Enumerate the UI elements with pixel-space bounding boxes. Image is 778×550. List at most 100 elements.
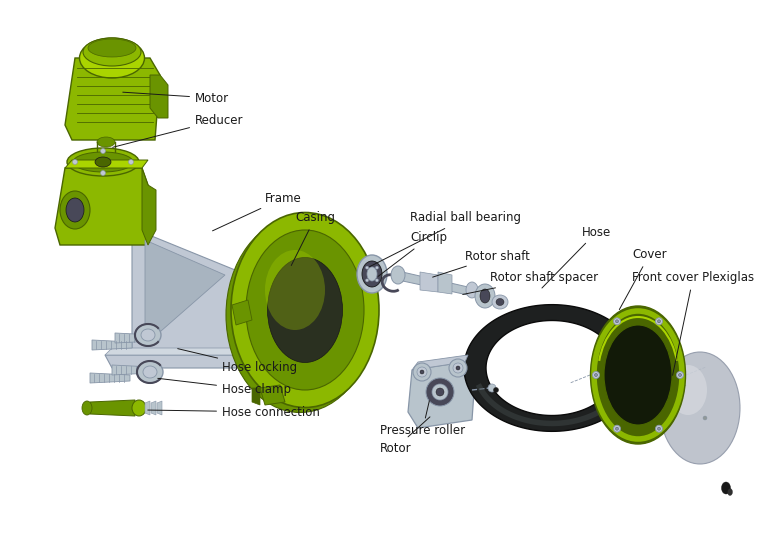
Ellipse shape xyxy=(143,366,157,378)
Ellipse shape xyxy=(677,371,684,378)
Polygon shape xyxy=(398,271,468,295)
Ellipse shape xyxy=(362,261,382,287)
Ellipse shape xyxy=(376,279,378,282)
Ellipse shape xyxy=(456,366,460,370)
Ellipse shape xyxy=(660,352,740,464)
Polygon shape xyxy=(132,228,240,358)
Ellipse shape xyxy=(367,267,377,281)
Polygon shape xyxy=(464,305,639,431)
Text: Radial ball bearing: Radial ball bearing xyxy=(370,212,521,267)
Ellipse shape xyxy=(128,160,134,164)
Ellipse shape xyxy=(141,329,155,341)
Text: Front cover Plexiglas: Front cover Plexiglas xyxy=(632,272,754,375)
Text: Reducer: Reducer xyxy=(113,113,244,147)
Ellipse shape xyxy=(246,230,364,390)
Ellipse shape xyxy=(79,38,145,78)
Polygon shape xyxy=(412,355,468,370)
Ellipse shape xyxy=(436,388,444,396)
Ellipse shape xyxy=(669,365,707,415)
Text: Pressure roller: Pressure roller xyxy=(380,401,465,437)
Polygon shape xyxy=(145,240,225,345)
Ellipse shape xyxy=(449,359,467,377)
Polygon shape xyxy=(151,401,156,415)
Polygon shape xyxy=(408,362,475,428)
Ellipse shape xyxy=(475,284,495,308)
Ellipse shape xyxy=(231,212,379,408)
Polygon shape xyxy=(157,401,162,415)
Ellipse shape xyxy=(366,279,369,282)
Polygon shape xyxy=(65,58,160,140)
Polygon shape xyxy=(150,75,168,118)
Ellipse shape xyxy=(60,191,90,229)
Polygon shape xyxy=(260,385,285,405)
Ellipse shape xyxy=(493,388,499,393)
Ellipse shape xyxy=(615,427,619,430)
Ellipse shape xyxy=(614,425,621,432)
Ellipse shape xyxy=(376,266,378,269)
Ellipse shape xyxy=(67,148,139,176)
Ellipse shape xyxy=(226,217,374,412)
Ellipse shape xyxy=(591,306,685,444)
Text: Cover: Cover xyxy=(619,249,667,310)
Text: Casing: Casing xyxy=(291,212,335,266)
Polygon shape xyxy=(92,340,132,350)
Polygon shape xyxy=(232,300,252,325)
Ellipse shape xyxy=(492,295,508,309)
Polygon shape xyxy=(145,401,150,415)
Ellipse shape xyxy=(678,373,682,377)
Ellipse shape xyxy=(97,137,115,147)
Ellipse shape xyxy=(703,416,707,420)
Ellipse shape xyxy=(66,198,84,222)
Text: Frame: Frame xyxy=(212,191,302,231)
Ellipse shape xyxy=(73,152,133,172)
Ellipse shape xyxy=(657,427,661,430)
Polygon shape xyxy=(112,365,152,375)
Ellipse shape xyxy=(82,401,92,415)
Polygon shape xyxy=(252,388,260,405)
Ellipse shape xyxy=(453,363,463,373)
Polygon shape xyxy=(55,168,148,245)
Ellipse shape xyxy=(88,39,136,57)
Text: Motor: Motor xyxy=(123,91,230,104)
Ellipse shape xyxy=(426,378,454,406)
Ellipse shape xyxy=(417,367,427,377)
Ellipse shape xyxy=(366,266,369,269)
Ellipse shape xyxy=(413,363,431,381)
Ellipse shape xyxy=(656,318,663,325)
Polygon shape xyxy=(115,333,155,343)
Ellipse shape xyxy=(432,384,448,400)
Ellipse shape xyxy=(100,148,106,153)
Ellipse shape xyxy=(391,266,405,284)
Ellipse shape xyxy=(268,257,342,362)
Ellipse shape xyxy=(137,361,163,383)
Text: Hose clamp: Hose clamp xyxy=(158,378,291,397)
Text: Rotor shaft: Rotor shaft xyxy=(433,250,530,277)
Ellipse shape xyxy=(83,38,141,66)
Ellipse shape xyxy=(132,400,146,416)
Polygon shape xyxy=(65,160,148,168)
Ellipse shape xyxy=(657,320,661,323)
Ellipse shape xyxy=(135,324,161,346)
Polygon shape xyxy=(90,373,130,383)
Ellipse shape xyxy=(265,250,325,330)
Ellipse shape xyxy=(100,170,106,175)
Ellipse shape xyxy=(604,325,672,425)
Ellipse shape xyxy=(727,488,733,496)
Ellipse shape xyxy=(594,373,598,377)
Ellipse shape xyxy=(72,160,78,164)
Polygon shape xyxy=(438,272,452,294)
Ellipse shape xyxy=(357,255,387,293)
Polygon shape xyxy=(105,355,255,368)
Ellipse shape xyxy=(420,370,424,374)
Polygon shape xyxy=(142,168,156,245)
Text: Rotor shaft spacer: Rotor shaft spacer xyxy=(463,272,598,294)
Ellipse shape xyxy=(466,282,478,298)
Ellipse shape xyxy=(496,299,504,305)
Ellipse shape xyxy=(721,482,731,494)
Polygon shape xyxy=(240,268,248,358)
Polygon shape xyxy=(90,400,135,416)
Ellipse shape xyxy=(95,157,111,167)
Ellipse shape xyxy=(480,289,490,303)
Ellipse shape xyxy=(656,425,663,432)
Text: Rotor: Rotor xyxy=(380,417,430,454)
